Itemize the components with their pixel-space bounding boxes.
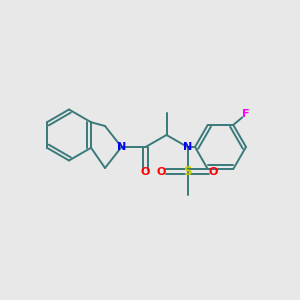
Text: O: O bbox=[157, 167, 166, 177]
Text: N: N bbox=[183, 142, 192, 152]
Text: F: F bbox=[242, 110, 250, 119]
Text: S: S bbox=[183, 165, 192, 178]
Text: N: N bbox=[117, 142, 126, 152]
Text: O: O bbox=[141, 167, 150, 177]
Text: O: O bbox=[209, 167, 218, 177]
